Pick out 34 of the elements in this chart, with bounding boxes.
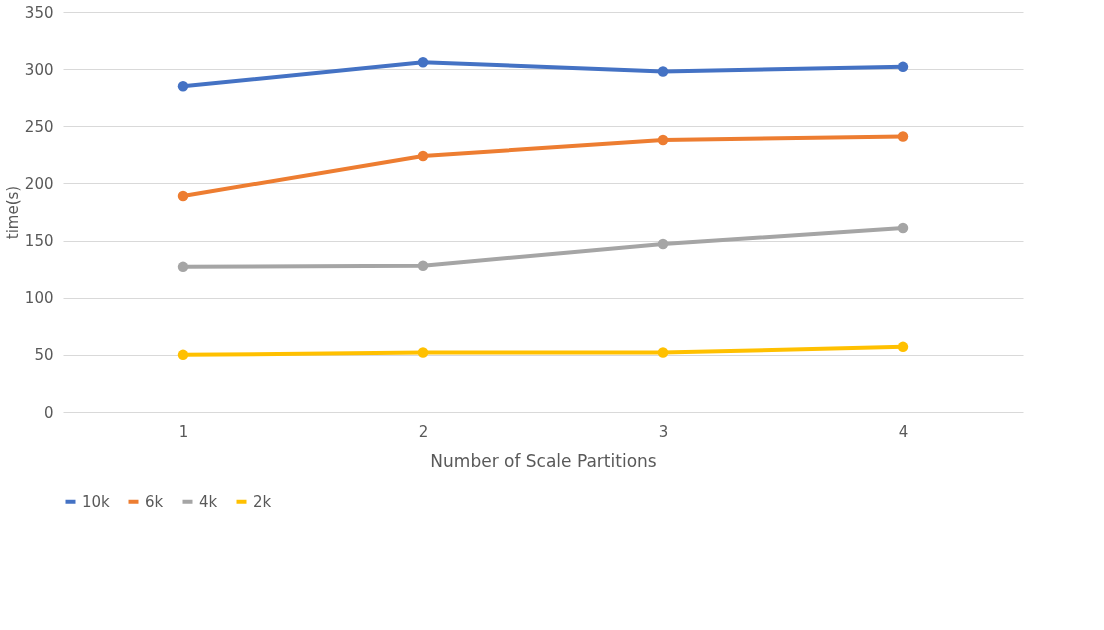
point <box>897 131 909 142</box>
x-axis-title: Number of Scale Partitions <box>430 450 657 471</box>
y-tick-label: 0 <box>43 403 54 422</box>
point <box>177 349 189 361</box>
y-tick-label: 50 <box>34 346 54 365</box>
point <box>177 190 189 202</box>
point <box>657 347 669 358</box>
y-tick-label: 100 <box>24 289 54 308</box>
y-tick-label: 350 <box>24 3 54 22</box>
point <box>417 347 429 358</box>
point <box>177 261 189 273</box>
legend-label: 6k <box>145 492 164 511</box>
x-tick-label: 4 <box>898 422 909 441</box>
x-tick-label: 1 <box>178 422 189 441</box>
y-tick-label: 200 <box>24 174 54 193</box>
point <box>657 66 669 77</box>
point <box>417 260 429 271</box>
point <box>657 238 669 250</box>
legend-label: 10k <box>82 492 111 511</box>
point <box>897 222 909 234</box>
y-tick-label: 300 <box>24 60 54 79</box>
legend-label: 2k <box>253 492 272 511</box>
legend-label: 4k <box>199 492 218 511</box>
point <box>897 341 909 353</box>
point <box>897 61 909 73</box>
point <box>177 81 189 92</box>
x-tick-label: 2 <box>418 422 429 441</box>
point <box>417 57 429 68</box>
x-tick-label: 3 <box>658 422 669 441</box>
point <box>417 150 429 162</box>
point <box>657 134 669 146</box>
y-tick-label: 250 <box>24 117 54 136</box>
y-tick-label: 150 <box>24 232 54 251</box>
y-axis-title: time(s) <box>3 185 22 240</box>
